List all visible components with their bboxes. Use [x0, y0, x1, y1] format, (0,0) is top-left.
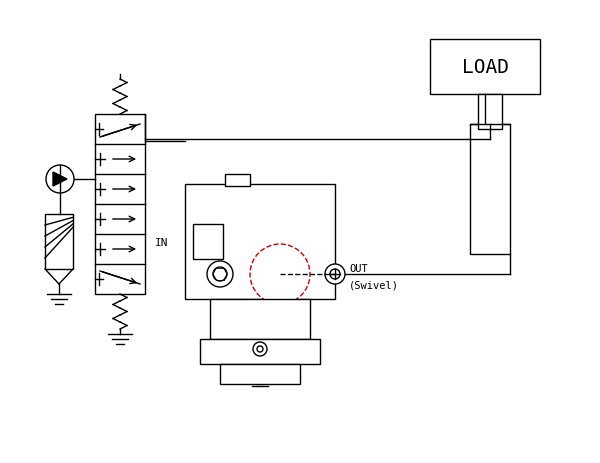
Text: LOAD: LOAD	[461, 58, 509, 77]
Bar	[193, 225, 223, 259]
Circle shape	[330, 269, 340, 279]
Circle shape	[213, 268, 227, 282]
Bar	[185, 185, 335, 300]
Bar	[95, 115, 145, 294]
Bar	[210, 300, 310, 339]
Circle shape	[46, 166, 74, 194]
Bar	[45, 214, 73, 269]
Circle shape	[207, 262, 233, 288]
Circle shape	[250, 244, 310, 304]
Circle shape	[257, 346, 263, 352]
Bar	[478, 95, 502, 130]
Text: IN: IN	[155, 238, 168, 247]
Bar	[430, 40, 540, 95]
Bar	[200, 339, 320, 364]
Polygon shape	[53, 173, 67, 187]
Circle shape	[253, 342, 267, 356]
Bar	[220, 364, 300, 384]
Text: (Swivel): (Swivel)	[349, 279, 399, 289]
Bar	[470, 125, 510, 255]
Bar	[225, 175, 250, 187]
Circle shape	[325, 264, 345, 284]
Text: OUT: OUT	[349, 263, 368, 274]
